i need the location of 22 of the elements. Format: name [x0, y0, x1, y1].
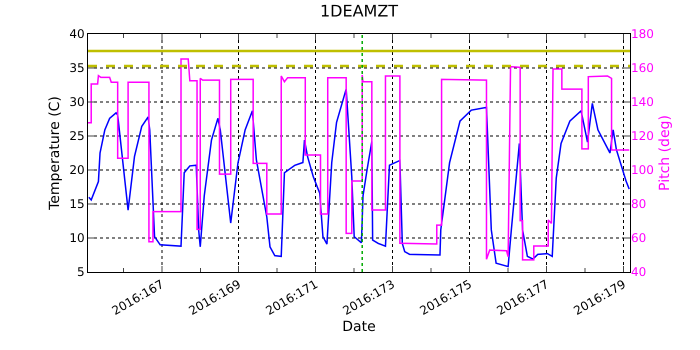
- chart-title: 1DEAMZT: [320, 1, 398, 20]
- y2-tick-label: 120: [631, 129, 654, 144]
- y2-tick-label: 140: [631, 95, 654, 110]
- y2-tick-label: 100: [631, 163, 654, 178]
- line-series: [88, 88, 630, 268]
- y-tick-label: 35: [69, 61, 85, 76]
- y2-tick-label: 60: [631, 231, 646, 246]
- y-tick-label: 10: [69, 231, 85, 246]
- line-series: [88, 58, 630, 261]
- y-tick-label: 5: [76, 265, 85, 280]
- y2-axis-title: Pitch (deg): [657, 115, 674, 191]
- y2-tick-label: 180: [631, 27, 654, 42]
- x-axis-title: Date: [342, 319, 376, 336]
- y-tick-label: 20: [69, 163, 85, 178]
- y-tick-label: 30: [69, 95, 85, 110]
- y-tick-label: 15: [69, 197, 85, 212]
- y2-tick-label: 40: [631, 265, 646, 280]
- y2-tick-label: 160: [631, 61, 654, 76]
- y-tick-label: 25: [69, 129, 85, 144]
- y2-tick-label: 80: [631, 197, 646, 212]
- y-axis-title: Temperature (C): [46, 96, 63, 211]
- y-tick-label: 40: [69, 27, 85, 42]
